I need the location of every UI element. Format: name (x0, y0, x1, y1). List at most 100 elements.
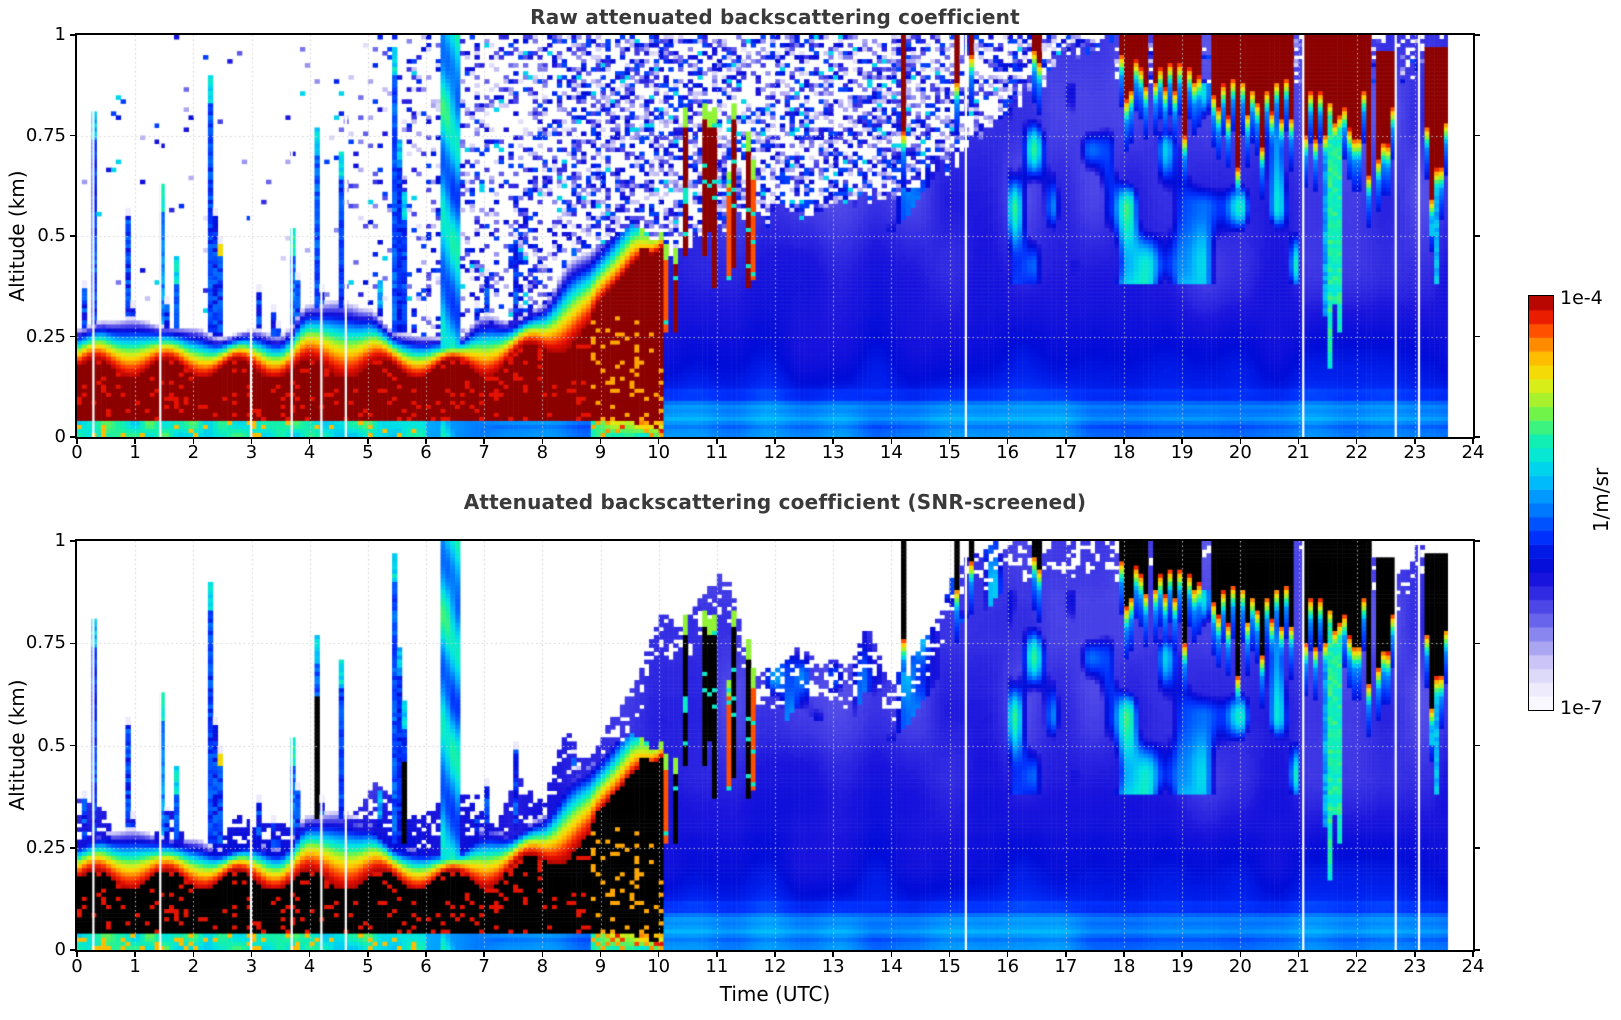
x-tick-mark (657, 950, 660, 957)
y-axis-label-bottom: Altitude (km) (5, 679, 29, 811)
x-tick-mark (1239, 950, 1242, 957)
x-tick-mark (425, 437, 427, 444)
y-tick-mark (70, 847, 77, 849)
x-tick-mark (76, 437, 78, 444)
x-tick-label: 5 (362, 442, 374, 463)
x-tick-label: 9 (594, 442, 607, 463)
y-tick-mark-right (1473, 335, 1480, 338)
x-tick-mark (1414, 950, 1416, 957)
x-tick-label: 7 (478, 956, 490, 977)
colorbar-unit-label: 1/m/sr (1589, 467, 1613, 533)
x-tick-label: 6 (420, 442, 432, 463)
x-tick-mark (716, 437, 718, 444)
x-tick-mark (1123, 437, 1125, 444)
x-tick-mark (948, 950, 951, 957)
y-tick-mark (70, 34, 77, 36)
x-tick-label: 21 (1287, 956, 1310, 977)
y-tick-label: 0 (54, 426, 66, 447)
x-tick-label: 14 (879, 956, 903, 977)
x-tick-mark (1472, 437, 1474, 444)
x-tick-mark (890, 437, 893, 444)
x-tick-mark (1181, 437, 1183, 444)
x-tick-label: 18 (1112, 442, 1136, 463)
x-tick-label: 10 (647, 442, 671, 463)
y-tick-mark (70, 436, 77, 438)
x-tick-label: 17 (1054, 956, 1078, 977)
x-tick-mark (1414, 437, 1416, 444)
x-tick-mark (1065, 437, 1067, 444)
x-tick-mark (483, 437, 485, 444)
screened-backscatter-heatmap (75, 539, 1475, 952)
x-tick-mark (1297, 437, 1300, 444)
y-tick-mark (70, 235, 77, 237)
x-tick-label: 4 (303, 956, 316, 977)
x-tick-label: 19 (1170, 442, 1194, 463)
x-tick-mark (1355, 950, 1358, 957)
y-tick-mark-right (1473, 235, 1480, 237)
y-tick-label: 0.75 (25, 124, 66, 146)
y-tick-label: 0.5 (37, 734, 66, 756)
x-tick-mark (657, 437, 660, 444)
x-tick-mark (367, 950, 369, 957)
x-tick-mark (1297, 950, 1300, 957)
x-tick-label: 4 (303, 442, 316, 463)
colorbar-max-label: 1e-4 (1560, 287, 1603, 309)
y-tick-label: 1 (54, 530, 66, 551)
y-tick-mark (70, 949, 77, 951)
x-tick-label: 6 (420, 956, 432, 977)
x-tick-label: 20 (1228, 442, 1252, 463)
y-tick-mark-right (1473, 949, 1480, 951)
y-tick-label: 0.75 (25, 632, 66, 654)
x-tick-label: 8 (536, 956, 549, 977)
x-tick-mark (774, 950, 776, 957)
x-axis-label: Time (UTC) (719, 982, 831, 1006)
x-tick-mark (76, 950, 78, 957)
x-tick-label: 5 (362, 956, 374, 977)
x-tick-label: 15 (938, 956, 961, 977)
x-tick-label: 1 (129, 956, 141, 977)
x-tick-mark (1065, 950, 1067, 957)
y-tick-mark (70, 642, 77, 644)
y-tick-mark-right (1473, 847, 1480, 849)
x-tick-label: 1 (129, 442, 141, 463)
y-tick-mark-right (1473, 744, 1480, 747)
x-tick-label: 10 (647, 956, 671, 977)
y-tick-label: 0.25 (25, 325, 66, 347)
colorbar-min-label: 1e-7 (1560, 697, 1603, 719)
x-tick-mark (1472, 950, 1474, 957)
x-tick-mark (250, 950, 253, 957)
x-tick-mark (832, 437, 834, 444)
x-tick-label: 23 (1403, 956, 1427, 977)
x-tick-label: 13 (821, 956, 845, 977)
y-tick-label: 0.25 (25, 836, 66, 858)
x-tick-label: 14 (879, 442, 903, 463)
x-tick-label: 18 (1112, 956, 1136, 977)
x-tick-label: 11 (705, 442, 729, 463)
y-tick-mark-right (1473, 34, 1480, 36)
x-tick-label: 11 (705, 956, 729, 977)
x-tick-mark (541, 950, 544, 957)
x-tick-mark (1239, 437, 1242, 444)
x-tick-mark (1123, 950, 1125, 957)
y-tick-mark-right (1473, 540, 1480, 542)
x-tick-label: 22 (1345, 956, 1369, 977)
x-tick-mark (134, 950, 136, 957)
x-tick-label: 0 (71, 442, 83, 463)
x-tick-label: 2 (187, 442, 200, 463)
y-tick-mark (70, 744, 77, 747)
x-tick-label: 20 (1228, 956, 1252, 977)
y-tick-mark-right (1473, 134, 1480, 137)
y-tick-label: 0 (54, 939, 66, 960)
x-tick-label: 13 (821, 442, 845, 463)
x-tick-label: 3 (245, 442, 258, 463)
x-tick-mark (716, 950, 718, 957)
x-tick-mark (425, 950, 427, 957)
x-tick-mark (192, 950, 195, 957)
x-tick-mark (1006, 437, 1009, 444)
x-tick-label: 17 (1054, 442, 1078, 463)
y-tick-label: 0.5 (37, 225, 66, 246)
x-tick-mark (774, 437, 776, 444)
x-tick-label: 12 (763, 442, 787, 463)
y-axis-label-top: Altitude (km) (5, 170, 29, 302)
x-tick-mark (948, 437, 951, 444)
